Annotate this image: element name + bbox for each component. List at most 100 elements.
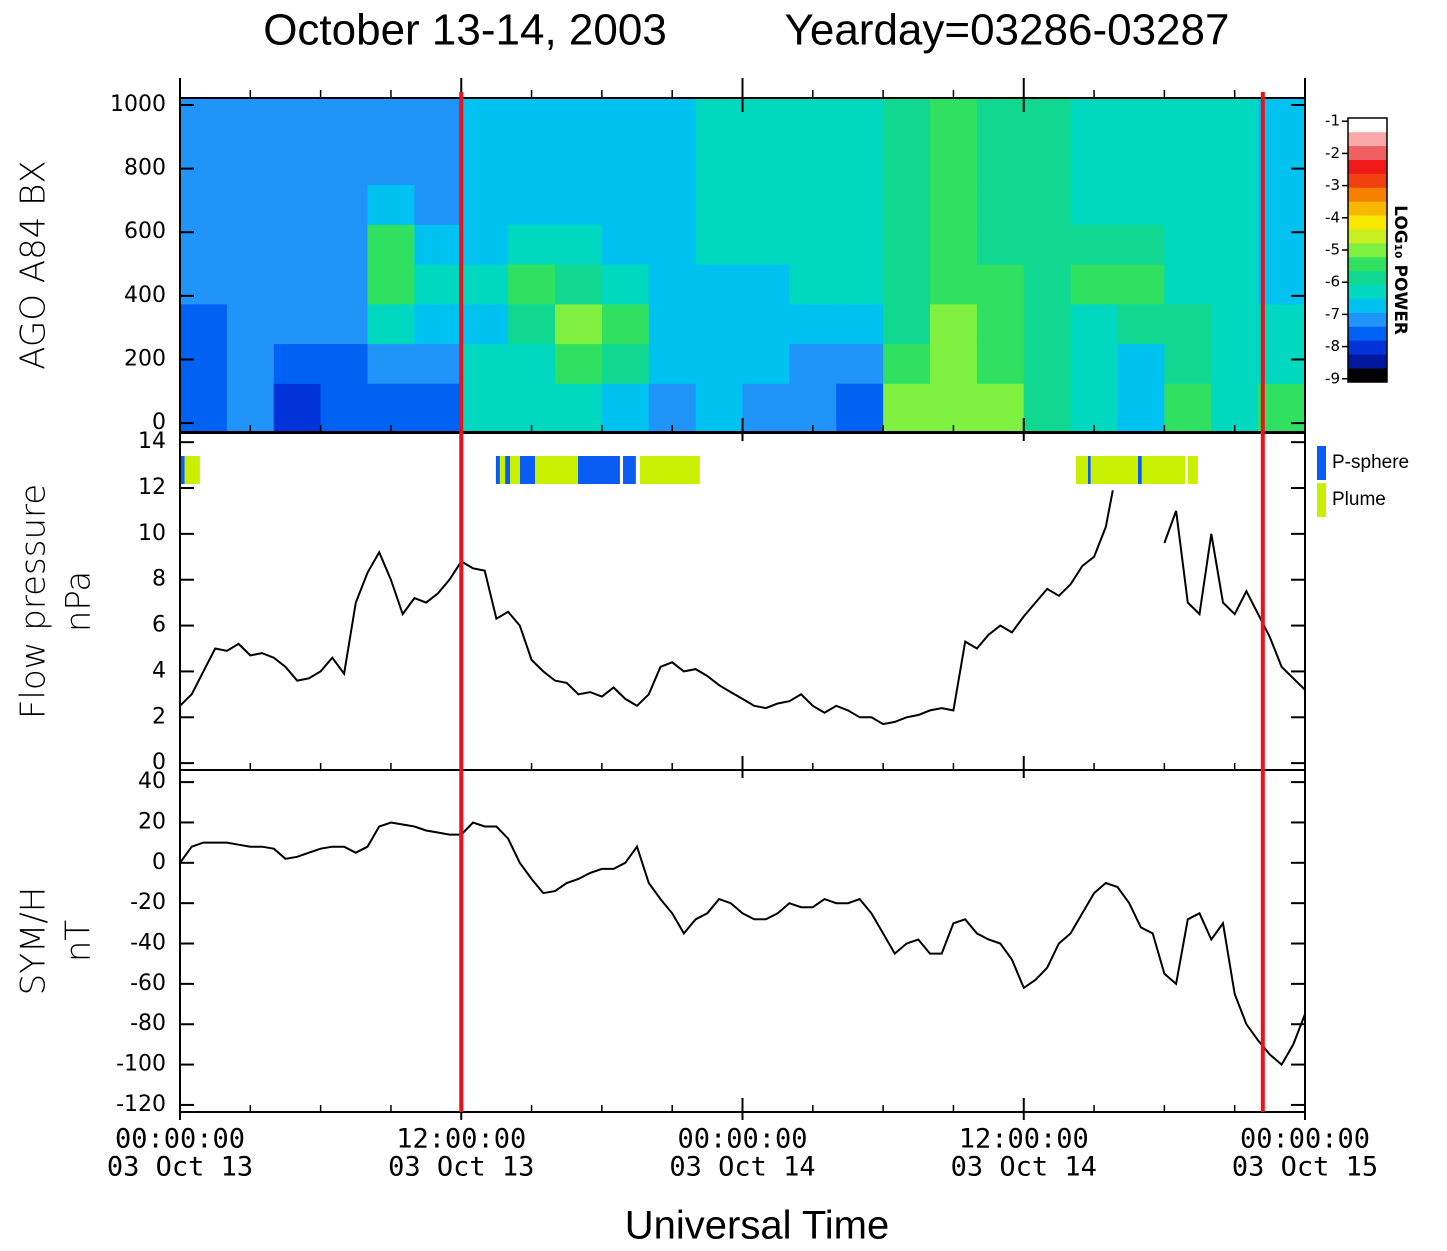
heatmap-cell [695,264,743,305]
heatmap-cell [367,343,415,384]
heatmap-cell [226,224,275,265]
data-line [179,821,1306,1067]
heatmap-cell [1164,98,1212,146]
heatmap-cell [1023,98,1072,146]
colorbar-cell [1348,256,1387,272]
y-tick-label: 0 [152,850,166,875]
heatmap-cell [883,144,931,186]
colorbar-cell [1348,131,1387,147]
heatmap-cell [930,343,978,384]
y-axis-label: nT [59,920,99,963]
heatmap-cell [555,303,603,345]
heatmap-cell [1070,98,1118,146]
heatmap-cell [883,383,931,433]
colorbar-cell [1348,312,1387,327]
heatmap-cell [742,303,790,345]
colorbar-tick-label: -5 [1325,241,1340,259]
heatmap-cell [414,383,462,433]
heatmap-cell [367,184,415,225]
heatmap-cell [976,184,1025,225]
heatmap-cell [836,343,884,384]
y-tick-label: -80 [130,1011,166,1036]
region-bar [1076,456,1088,484]
heatmap-cell [601,144,650,186]
region-bar [535,456,578,484]
colorbar-cell [1348,354,1387,369]
heatmap-cell [320,303,368,345]
heatmap-cell [414,184,462,225]
heatmap-cell [367,264,415,305]
colorbar-cell [1348,201,1387,216]
heatmap-cell [742,264,790,305]
heatmap-cell [789,343,837,384]
colorbar-cell [1348,270,1387,286]
heatmap-cell [742,343,790,384]
heatmap-cell [836,383,884,433]
heatmap-cell [320,343,368,384]
heatmap-cell [648,264,697,305]
heatmap-cell [367,224,415,265]
heatmap-cell [508,184,556,225]
heatmap-cell [789,303,837,345]
heatmap-cell [695,343,743,384]
heatmap-cell [1070,343,1118,384]
y-tick-label: -20 [130,890,166,915]
heatmap-cell [180,264,228,305]
heatmap-cell [601,98,650,146]
region-bar [1141,456,1185,484]
heatmap-cell [1164,303,1212,345]
heatmap-cell [976,343,1025,384]
heatmap-cell [273,343,322,384]
region-bar [519,456,536,484]
heatmap-cell [414,264,462,305]
x-tick-label: 00:00:00 [677,1124,807,1155]
heatmap-cell [1117,264,1165,305]
heatmap-cell [601,184,650,225]
heatmap-cell [555,264,603,305]
heatmap-cell [273,98,322,146]
heatmap-cell [976,383,1025,433]
y-tick-label: 400 [124,283,166,308]
y-tick-label: 0 [152,410,166,435]
heatmap-cell [789,144,837,186]
heatmap-cell [461,383,509,433]
heatmap-cell [1164,383,1212,433]
heatmap-cell [789,264,837,305]
region-bar [510,456,520,484]
heatmap-cell [180,224,228,265]
heatmap-cell [976,224,1025,265]
region-bar [495,456,500,484]
heatmap-cell [789,98,837,146]
heatmap-cell [555,98,603,146]
y-tick-label: -120 [116,1092,166,1117]
heatmap-cell [1211,264,1259,305]
colorbar-tick-label: -1 [1325,112,1340,130]
heatmap-cell [320,264,368,305]
heatmap-cell [836,98,884,146]
heatmap-cell [1164,343,1212,384]
heatmap-cell [1117,383,1165,433]
heatmap-cell [320,144,368,186]
heatmap-cell [648,144,697,186]
heatmap-cell [1164,184,1212,225]
heatmap-cell [1258,383,1306,433]
heatmap-cell [180,303,228,345]
y-axis-label: AGO A84 BX [14,160,54,369]
heatmap-cell [1211,303,1259,345]
heatmap-cell [1164,264,1212,305]
colorbar-cell [1348,340,1387,355]
heatmap-cell [273,303,322,345]
x-tick-label: 03 Oct 15 [1232,1152,1378,1183]
plot-frame [179,769,1306,1113]
heatmap-cell [976,144,1025,186]
heatmap-cell [742,184,790,225]
heatmap-cell [1258,264,1306,305]
heatmap-cell [789,184,837,225]
heatmap-cell [1258,224,1306,265]
heatmap-cell [883,303,931,345]
heatmap-cell [695,303,743,345]
heatmap-cell [695,98,743,146]
y-tick-label: 1000 [110,92,166,117]
y-tick-label: 4 [152,658,166,683]
heatmap-cell [742,224,790,265]
